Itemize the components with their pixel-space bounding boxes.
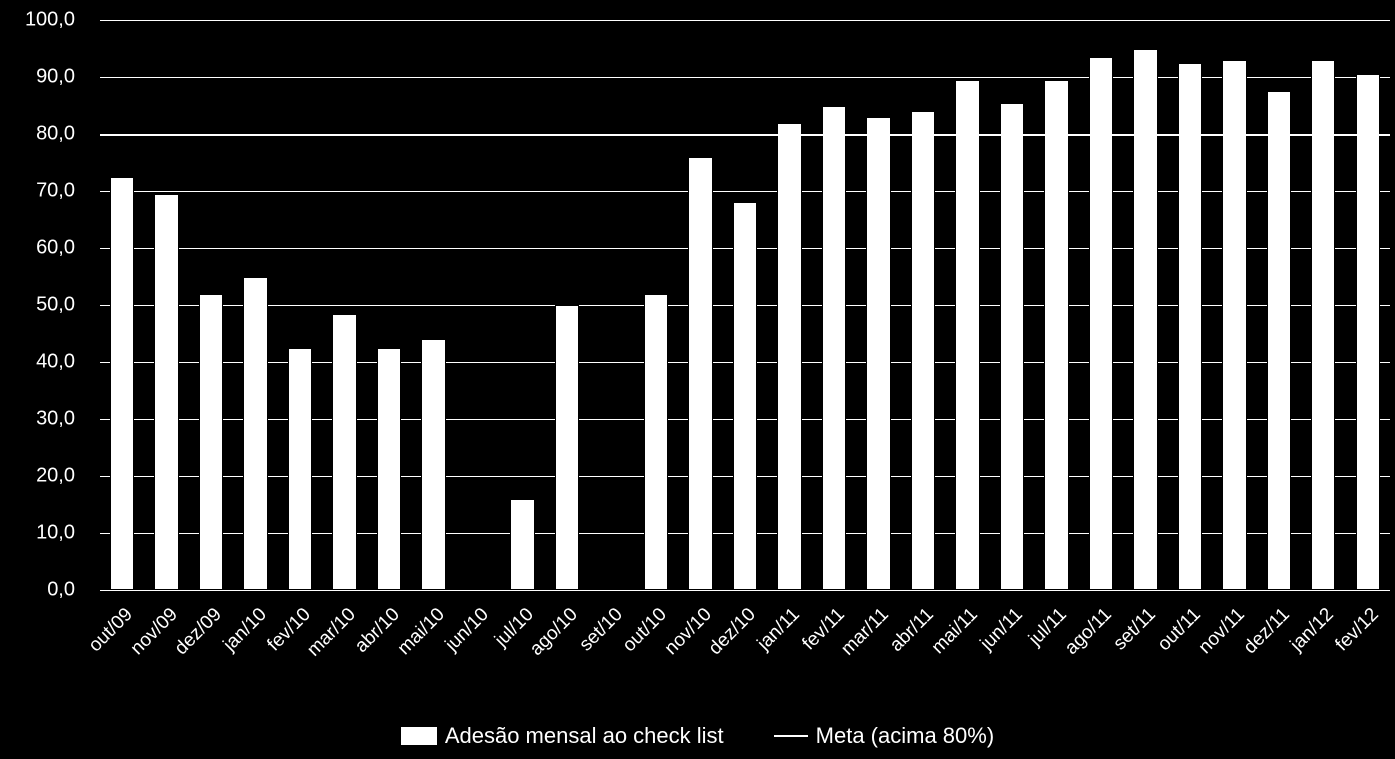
x-tick-label: mai/11: [928, 604, 983, 659]
x-tick-label: set/10: [575, 604, 627, 656]
bar: [421, 339, 445, 590]
gridline: [100, 590, 1390, 591]
x-tick-label: abr/10: [351, 604, 405, 658]
bar: [332, 314, 356, 590]
x-tick-label: mar/10: [303, 604, 360, 661]
x-tick-label: nov/10: [660, 604, 716, 660]
bar: [955, 80, 979, 590]
chart-frame: Adesão mensal ao check list Meta (acima …: [20, 10, 1375, 749]
x-tick-label: out/09: [85, 604, 138, 657]
y-tick-label: 80,0: [5, 123, 75, 146]
bar: [555, 305, 579, 590]
bar: [1311, 60, 1335, 590]
bar: [110, 177, 134, 590]
x-tick-label: nov/11: [1195, 604, 1250, 659]
y-tick-label: 0,0: [5, 579, 75, 602]
x-tick-label: jan/10: [219, 604, 271, 656]
x-tick-label: fev/12: [1331, 604, 1383, 656]
legend-swatch-line-icon: [774, 735, 808, 737]
bar: [154, 194, 178, 590]
x-tick-label: dez/10: [705, 604, 761, 660]
bar: [866, 117, 890, 590]
x-tick-label: jan/11: [754, 604, 805, 655]
bar: [1178, 63, 1202, 590]
bar: [377, 348, 401, 590]
bar: [733, 202, 757, 590]
x-tick-label: mai/10: [393, 604, 449, 660]
x-tick-label: ago/11: [1061, 604, 1117, 660]
bar: [822, 106, 846, 591]
bar: [688, 157, 712, 590]
x-tick-label: dez/11: [1239, 604, 1294, 659]
x-tick-label: nov/09: [126, 604, 182, 660]
y-tick-label: 70,0: [5, 180, 75, 203]
y-tick-label: 20,0: [5, 465, 75, 488]
x-tick-label: abr/11: [886, 604, 939, 657]
bar: [199, 294, 223, 590]
y-tick-label: 10,0: [5, 522, 75, 545]
bar: [510, 499, 534, 590]
x-tick-label: ago/10: [526, 604, 583, 661]
bar: [777, 123, 801, 590]
bars: [100, 20, 1390, 590]
bar: [243, 277, 267, 591]
bar: [1000, 103, 1024, 590]
plot-area: [100, 20, 1390, 590]
bar: [1356, 74, 1380, 590]
meta-line: [100, 134, 1390, 136]
y-tick-label: 30,0: [5, 408, 75, 431]
x-tick-label: jan/12: [1287, 604, 1339, 656]
x-tick-label: set/11: [1110, 604, 1161, 655]
y-tick-label: 40,0: [5, 351, 75, 374]
bar: [911, 111, 935, 590]
x-tick-label: mar/11: [838, 604, 894, 660]
legend-bar-label: Adesão mensal ao check list: [445, 723, 724, 749]
x-tick-label: jun/10: [441, 604, 493, 656]
bar: [1267, 91, 1291, 590]
x-tick-label: jun/11: [976, 604, 1027, 655]
bar: [1133, 49, 1157, 591]
x-tick-label: out/10: [619, 604, 672, 657]
y-tick-label: 50,0: [5, 294, 75, 317]
y-tick-label: 100,0: [5, 9, 75, 32]
legend: Adesão mensal ao check list Meta (acima …: [20, 723, 1375, 749]
x-tick-label: dez/09: [171, 604, 227, 660]
legend-swatch-bar-icon: [401, 727, 437, 745]
legend-line-label: Meta (acima 80%): [816, 723, 995, 749]
bar: [288, 348, 312, 590]
legend-item-line: Meta (acima 80%): [774, 723, 995, 749]
x-tick-label: out/11: [1153, 604, 1205, 656]
bar: [1044, 80, 1068, 590]
bar: [1222, 60, 1246, 590]
y-tick-label: 90,0: [5, 66, 75, 89]
bar: [1089, 57, 1113, 590]
legend-item-bars: Adesão mensal ao check list: [401, 723, 724, 749]
y-tick-label: 60,0: [5, 237, 75, 260]
bar: [644, 294, 668, 590]
